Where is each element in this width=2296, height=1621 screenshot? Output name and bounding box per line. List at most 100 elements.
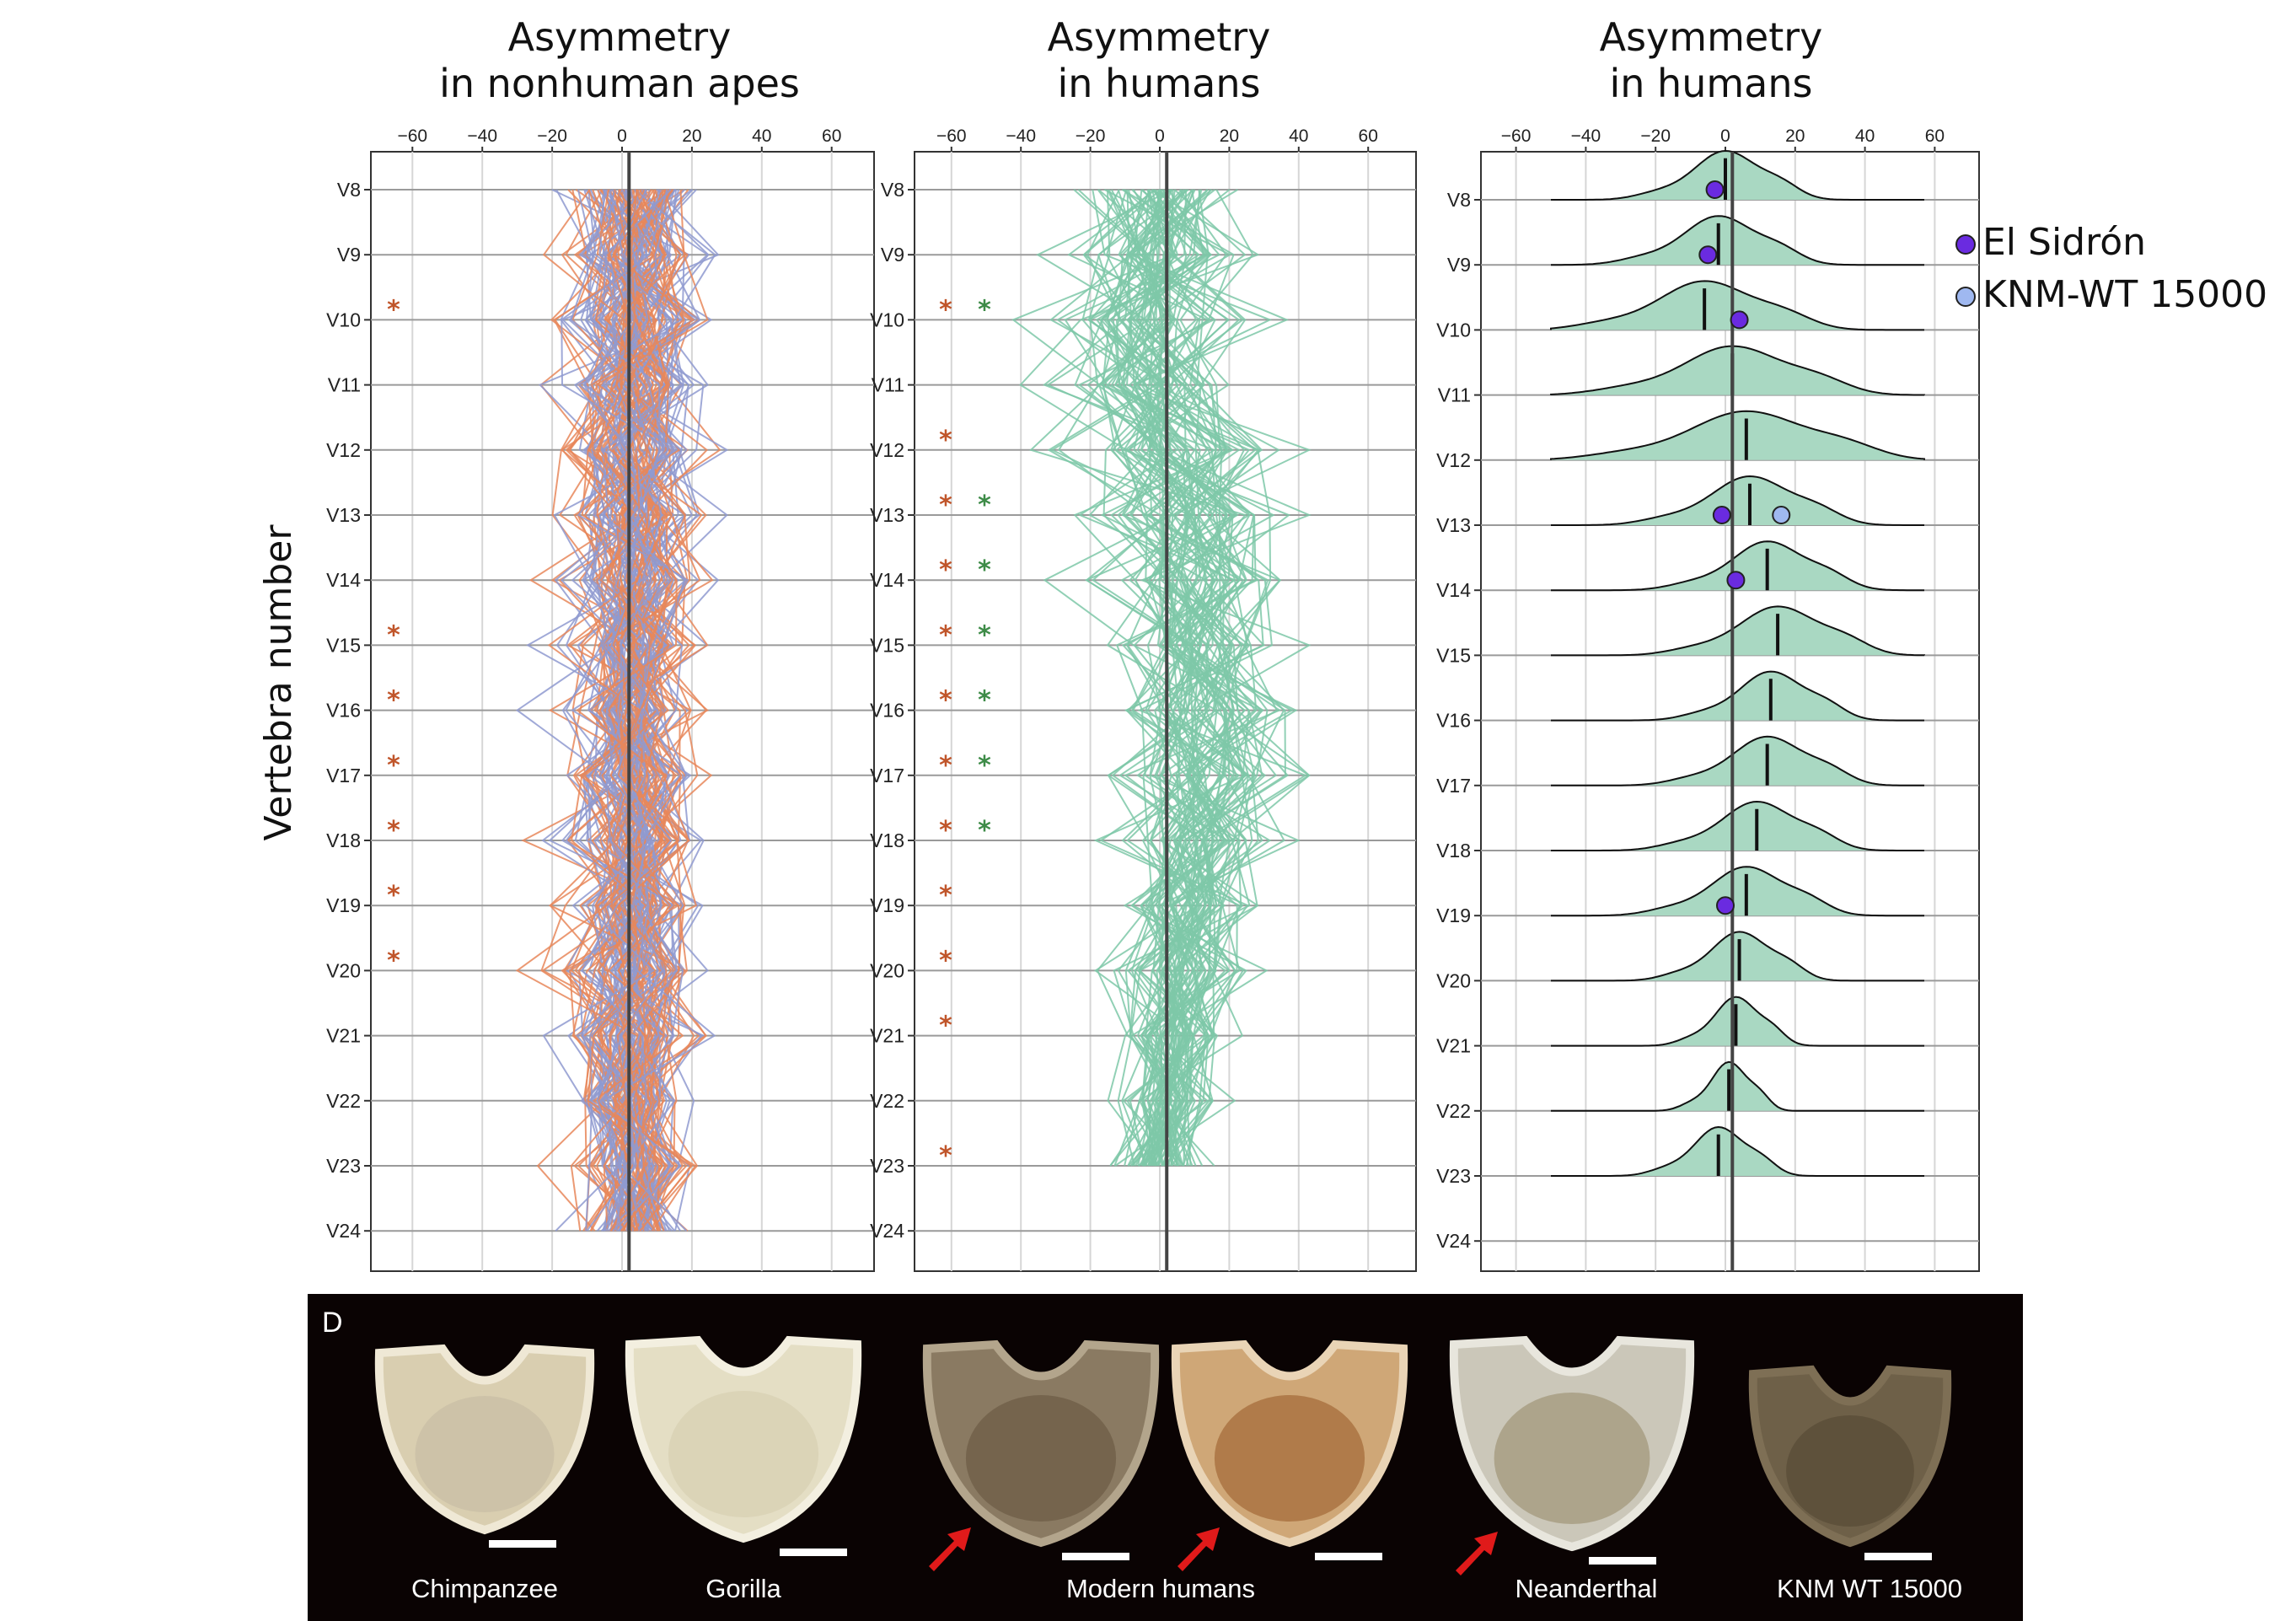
specimen-line xyxy=(526,189,716,1232)
specimen-line xyxy=(1121,189,1258,1167)
y-tick-label: V16 xyxy=(1436,710,1471,732)
y-tick-label: V20 xyxy=(870,959,904,981)
y-tick-label: V13 xyxy=(1436,514,1471,536)
y-tick-label: V24 xyxy=(326,1220,361,1242)
specimen-line xyxy=(573,189,683,1232)
specimen-line xyxy=(1114,189,1278,1167)
endplate-center xyxy=(1214,1395,1365,1522)
density-curve xyxy=(1551,996,1924,1047)
asterisk-green: * xyxy=(978,556,991,585)
y-tick-label: V15 xyxy=(326,634,361,656)
asterisk-orange: * xyxy=(939,881,952,910)
legend-marker-knm xyxy=(1955,287,1976,307)
x-tick-label: 20 xyxy=(1785,126,1805,146)
asterisk-orange: * xyxy=(387,816,400,845)
y-tick-label: V23 xyxy=(1436,1165,1471,1187)
specimen-line xyxy=(1089,189,1247,1167)
series-lines-a xyxy=(515,189,729,1232)
knm-wt-15000-point xyxy=(1772,506,1791,524)
y-tick-label: V20 xyxy=(326,959,361,981)
y-tick-label: V19 xyxy=(326,894,361,916)
photo-label-chimpanzee: Chimpanzee xyxy=(411,1574,558,1603)
specimen-line xyxy=(542,189,686,1232)
y-tick-label: V21 xyxy=(870,1025,904,1047)
vertebra-photo-chimpanzee xyxy=(374,1344,595,1548)
legend-label-el-sidron: El Sidrón xyxy=(1982,221,2146,264)
el-sidron-point xyxy=(1698,245,1718,265)
specimen-line xyxy=(1085,189,1286,1167)
asterisk-orange: * xyxy=(939,295,952,325)
panel-b-plot: −60 −40 −20 0 20 40 60 V8 V9 V10 V11 V12 V13 V14 V15 V1… xyxy=(870,126,1417,1272)
y-tick-label: V10 xyxy=(1436,319,1471,341)
specimen-line xyxy=(1093,189,1251,1167)
panel-b-title-line1: Asymmetry xyxy=(1048,14,1271,60)
asterisk-orange: * xyxy=(939,686,952,716)
red-arrow-icon xyxy=(1178,1527,1220,1571)
y-tick-label: V12 xyxy=(326,439,361,461)
y-tick-label: V11 xyxy=(872,374,904,396)
density-curve xyxy=(1551,735,1924,786)
y-tick-label: V15 xyxy=(870,634,904,656)
endplate-center xyxy=(1494,1393,1650,1524)
y-tick-label: V12 xyxy=(870,439,904,461)
y-tick-label: V23 xyxy=(326,1155,361,1177)
y-tick-label: V19 xyxy=(1436,904,1471,926)
specimen-line xyxy=(1099,189,1257,1167)
specimen-line xyxy=(1114,189,1247,1167)
red-arrow-icon xyxy=(929,1527,971,1571)
density-fill xyxy=(1551,606,1924,656)
y-tick-label: V16 xyxy=(326,700,361,722)
asterisk-orange: * xyxy=(939,946,952,975)
y-tick-label: V17 xyxy=(870,765,904,786)
el-sidron-point xyxy=(1730,310,1749,330)
specimen-line xyxy=(515,189,691,1232)
density-fill xyxy=(1551,1127,1924,1176)
density-fill xyxy=(1551,281,1924,330)
specimen-line xyxy=(603,189,688,1232)
x-tick-label: −40 xyxy=(1571,126,1601,146)
specimen-line xyxy=(1124,189,1227,1167)
specimen-line xyxy=(1043,189,1222,1167)
asterisk-orange: * xyxy=(387,686,400,716)
density-curve xyxy=(1551,215,1924,266)
y-tick-label: V17 xyxy=(326,765,361,786)
x-tick-label: 0 xyxy=(1720,126,1730,146)
asterisk-orange: * xyxy=(939,751,952,781)
y-tick-label: V13 xyxy=(870,504,904,526)
y-tick-label: V8 xyxy=(881,179,904,201)
legend: El Sidrón KNM-WT 15000 xyxy=(1955,221,2267,316)
vertebra-photo-modern-human-2 xyxy=(1171,1339,1408,1571)
y-tick-label: V14 xyxy=(1436,579,1471,601)
x-tick-label: 40 xyxy=(752,126,771,146)
x-tick-label: 40 xyxy=(1289,126,1308,146)
x-tick-label: 0 xyxy=(617,126,627,146)
asterisk-green: * xyxy=(978,751,991,781)
y-tick-label: V18 xyxy=(870,829,904,851)
density-fill xyxy=(1551,867,1924,916)
x-tick-label: 20 xyxy=(1220,126,1239,146)
density-fill xyxy=(1551,671,1924,721)
y-tick-label: V17 xyxy=(1436,775,1471,797)
panel-a-plot: −60 −40 −20 0 20 40 60 V8 V9 V10 V11 V12 V13 V14 V15 V1… xyxy=(326,126,875,1272)
asterisk-orange: * xyxy=(387,751,400,781)
x-tick-label: −20 xyxy=(1076,126,1106,146)
vertebra-photo-knm-wt-15000 xyxy=(1748,1365,1952,1560)
density-curve xyxy=(1551,475,1924,526)
y-tick-label: V10 xyxy=(870,309,904,330)
endplate-center xyxy=(965,1395,1117,1522)
x-tick-label: 60 xyxy=(1925,126,1945,146)
y-tick-label: V20 xyxy=(1436,969,1471,991)
density-fill xyxy=(1551,411,1924,460)
asterisk-orange: * xyxy=(387,295,400,325)
asterisk-green: * xyxy=(978,686,991,716)
photo-label-neanderthal: Neanderthal xyxy=(1515,1574,1658,1603)
y-tick-label: V18 xyxy=(1436,840,1471,861)
y-tick-label: V15 xyxy=(1436,644,1471,666)
x-tick-label: 60 xyxy=(822,126,841,146)
asterisk-green: * xyxy=(978,295,991,325)
specimen-line xyxy=(1046,189,1294,1167)
density-fill xyxy=(1551,996,1924,1046)
asterisk-orange: * xyxy=(387,620,400,650)
density-curve xyxy=(1550,280,1924,331)
density-fill xyxy=(1551,802,1924,851)
